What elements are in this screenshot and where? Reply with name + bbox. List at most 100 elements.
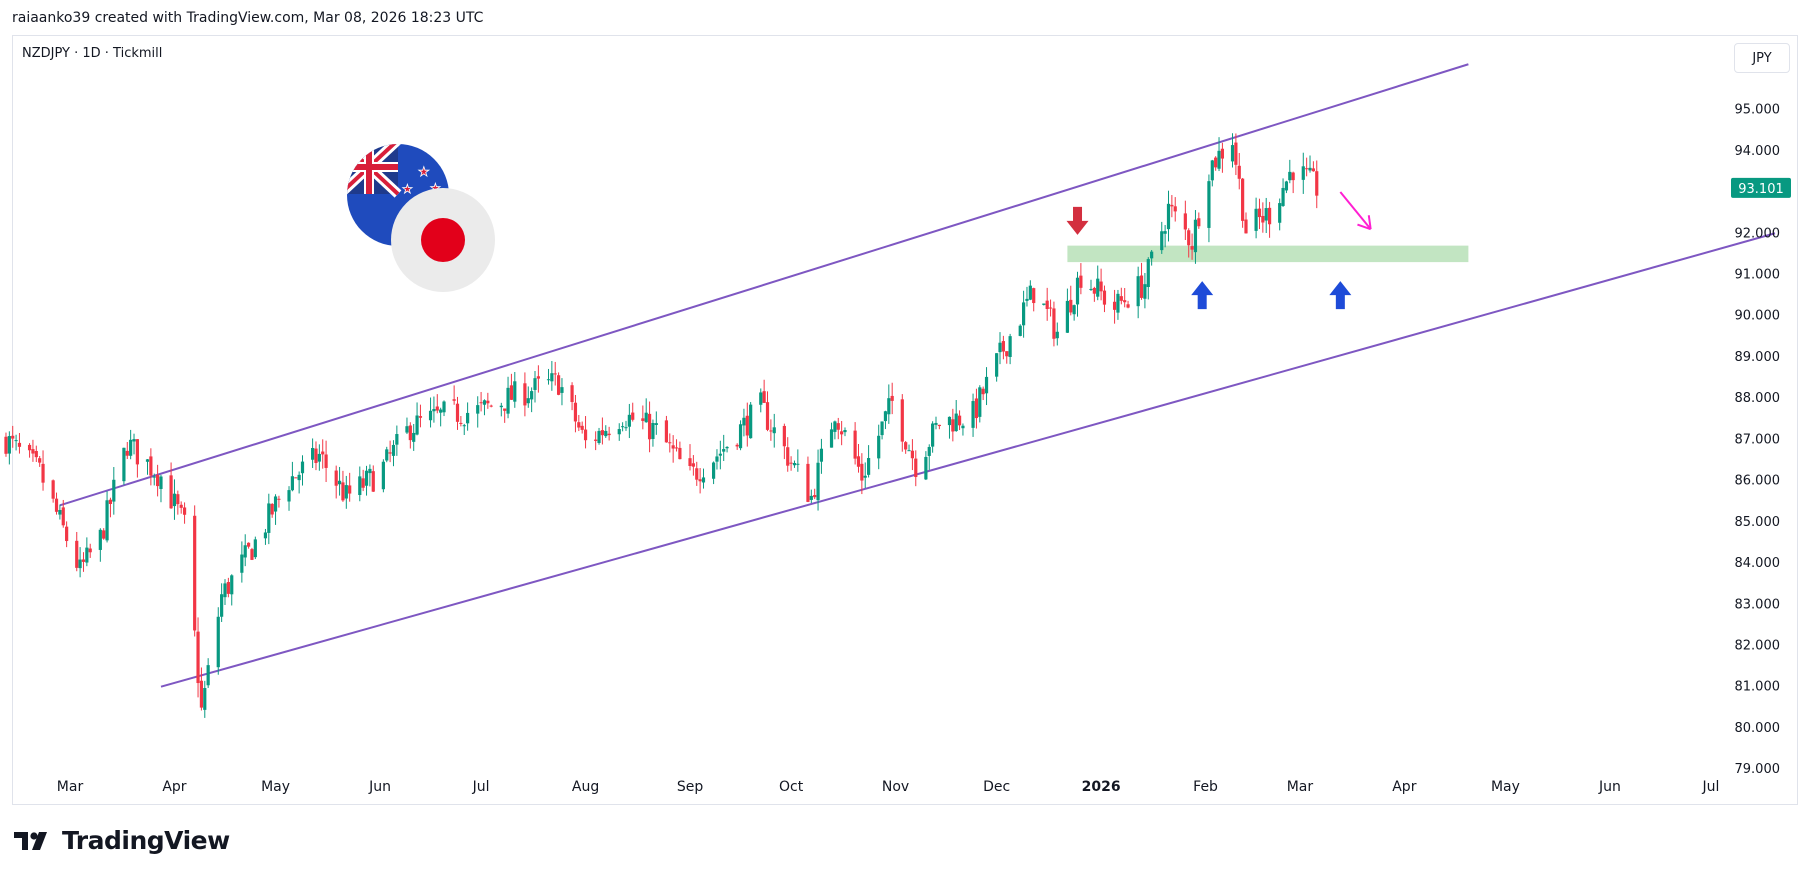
candle-body: [1116, 293, 1120, 313]
candle: [509, 373, 514, 401]
candle-body: [78, 559, 82, 569]
candle: [1170, 195, 1174, 218]
candle-body: [31, 449, 35, 454]
candle-body: [900, 399, 904, 442]
candle-body: [54, 498, 59, 512]
candle: [900, 394, 904, 452]
candle: [4, 432, 8, 457]
candle: [230, 574, 234, 606]
candle-body: [344, 485, 348, 499]
candle: [1005, 351, 1009, 364]
candle-body: [978, 387, 982, 417]
candle: [297, 471, 301, 494]
candle-body: [1052, 308, 1056, 339]
candle: [954, 400, 958, 432]
candle: [1048, 299, 1053, 317]
candle: [75, 531, 79, 572]
candle: [1187, 228, 1191, 258]
candle: [506, 376, 510, 419]
candle-body: [617, 429, 621, 435]
candle: [240, 541, 244, 583]
footer-brand[interactable]: TradingView: [14, 826, 230, 855]
candle-body: [290, 476, 294, 491]
candle: [246, 542, 251, 549]
candle-body: [405, 426, 409, 433]
candle: [594, 431, 598, 451]
candle: [530, 387, 534, 413]
up-arrow-icon: [1329, 281, 1352, 310]
candle: [1001, 335, 1005, 360]
candle-body: [627, 414, 631, 427]
candle: [250, 547, 254, 561]
candle-body: [1187, 230, 1191, 246]
candle-body: [769, 430, 773, 432]
candle: [112, 467, 116, 515]
candle-body: [536, 376, 540, 379]
candle: [1069, 285, 1073, 316]
candle: [391, 440, 396, 467]
candle-body: [385, 449, 389, 461]
candle: [273, 494, 278, 525]
candle: [1278, 198, 1282, 231]
candle: [1291, 171, 1295, 194]
candle: [644, 398, 648, 423]
candle-body: [1210, 160, 1214, 181]
candle: [617, 423, 621, 441]
candle-body: [735, 444, 739, 447]
candle-body: [1032, 288, 1036, 304]
y-tick-label: 89.000: [1735, 350, 1781, 365]
candle-body: [476, 405, 480, 414]
candle-body: [580, 425, 584, 430]
candle-body: [206, 665, 210, 686]
candle-body: [792, 462, 797, 466]
candle-body: [61, 507, 65, 526]
candle-body: [995, 353, 999, 377]
symbol-label: NZDJPY · 1D · Tickmill: [22, 46, 163, 61]
candle: [61, 499, 65, 528]
candle: [206, 658, 210, 688]
candle: [1072, 304, 1076, 321]
candle-body: [98, 529, 102, 550]
currency-button[interactable]: JPY: [1734, 43, 1790, 73]
candle: [368, 464, 372, 487]
candle-body: [745, 415, 749, 436]
candle: [631, 402, 635, 422]
candle: [482, 399, 487, 416]
candle: [418, 404, 423, 428]
candle-body: [813, 495, 817, 498]
candle: [1045, 287, 1049, 321]
candle-body: [314, 448, 318, 463]
candle: [806, 456, 810, 503]
candle: [1119, 287, 1123, 305]
candle: [337, 466, 342, 496]
candle-body: [1069, 299, 1073, 313]
x-tick-label: Jul: [1702, 779, 1720, 795]
candle-body: [1018, 325, 1022, 336]
x-tick-label: Dec: [983, 779, 1010, 795]
candle: [489, 404, 493, 408]
candle: [621, 422, 625, 432]
x-tick-label: Jun: [1598, 779, 1621, 795]
candle-body: [1048, 307, 1053, 309]
candle-body: [577, 422, 581, 428]
candle-body: [742, 417, 746, 426]
candle: [341, 470, 345, 502]
candle-body: [7, 436, 11, 454]
candle: [961, 423, 965, 436]
candle: [624, 420, 628, 431]
candle: [600, 417, 604, 445]
x-tick-label: Aug: [572, 779, 599, 795]
candle-body: [715, 456, 719, 462]
candle-body: [1079, 275, 1083, 288]
candle-body: [722, 449, 726, 452]
brand-name: TradingView: [62, 826, 230, 855]
candle-body: [887, 398, 891, 415]
candle-body: [81, 559, 86, 562]
candle: [718, 440, 722, 470]
y-tick-label: 87.000: [1735, 432, 1781, 447]
candle-body: [974, 398, 979, 419]
down-arrow-icon: [1066, 206, 1089, 235]
candle: [1096, 265, 1100, 301]
candle-body: [361, 478, 365, 488]
